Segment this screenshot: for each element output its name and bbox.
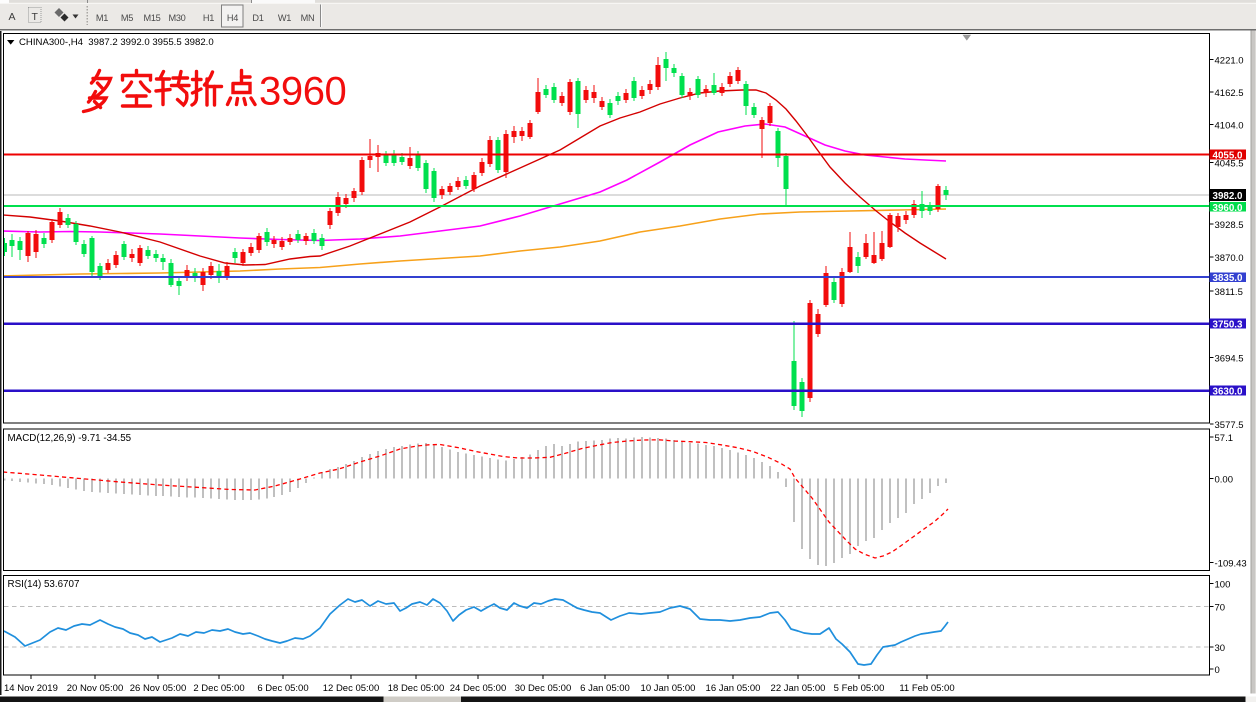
svg-text:H4: H4 <box>227 13 238 23</box>
svg-text:M30: M30 <box>169 13 186 23</box>
svg-text:M15: M15 <box>144 13 161 23</box>
svg-text:M5: M5 <box>121 13 133 23</box>
svg-text:3960.0: 3960.0 <box>1213 203 1244 214</box>
svg-text:T: T <box>31 11 38 23</box>
svg-text:3577.5: 3577.5 <box>1215 420 1244 431</box>
svg-text:3811.5: 3811.5 <box>1215 287 1243 298</box>
svg-text:4045.5: 4045.5 <box>1215 159 1244 170</box>
svg-text:0.00: 0.00 <box>1215 475 1234 486</box>
svg-text:3835.0: 3835.0 <box>1213 273 1244 284</box>
svg-text:3928.5: 3928.5 <box>1215 220 1244 231</box>
svg-text:11 Feb 05:00: 11 Feb 05:00 <box>899 683 954 694</box>
svg-text:24 Dec 05:00: 24 Dec 05:00 <box>450 683 507 694</box>
svg-text:4221.0: 4221.0 <box>1215 56 1244 67</box>
svg-text:6 Dec 05:00: 6 Dec 05:00 <box>257 683 308 694</box>
svg-text:MN: MN <box>301 13 315 23</box>
svg-text:RSI(14) 53.6707: RSI(14) 53.6707 <box>8 579 80 590</box>
svg-text:5 Feb 05:00: 5 Feb 05:00 <box>834 683 885 694</box>
svg-text:30: 30 <box>1215 643 1226 654</box>
svg-text:22 Jan 05:00: 22 Jan 05:00 <box>771 683 826 694</box>
svg-text:MACD(12,26,9) -9.71 -34.55: MACD(12,26,9) -9.71 -34.55 <box>8 433 132 444</box>
svg-text:4104.0: 4104.0 <box>1215 121 1244 132</box>
svg-text:100: 100 <box>1215 580 1231 591</box>
svg-text:10 Jan 05:00: 10 Jan 05:00 <box>641 683 696 694</box>
svg-text:16 Jan 05:00: 16 Jan 05:00 <box>706 683 761 694</box>
svg-text:M1: M1 <box>96 13 108 23</box>
svg-text:A: A <box>8 11 15 23</box>
svg-text:70: 70 <box>1215 603 1226 614</box>
svg-text:3982.0: 3982.0 <box>1213 191 1244 202</box>
svg-text:H1: H1 <box>203 13 214 23</box>
svg-text:3694.5: 3694.5 <box>1215 354 1244 365</box>
svg-text:18 Dec 05:00: 18 Dec 05:00 <box>388 683 445 694</box>
svg-text:2 Dec 05:00: 2 Dec 05:00 <box>193 683 244 694</box>
svg-text:4162.5: 4162.5 <box>1215 88 1244 99</box>
svg-text:3630.0: 3630.0 <box>1213 387 1244 398</box>
svg-text:CHINA300-,H4 3987.2 3992.0 39: CHINA300-,H4 3987.2 3992.0 3955.5 3982.0 <box>19 37 214 48</box>
svg-text:20 Nov 05:00: 20 Nov 05:00 <box>67 683 124 694</box>
svg-text:-109.43: -109.43 <box>1215 559 1247 570</box>
svg-text:12 Dec 05:00: 12 Dec 05:00 <box>323 683 380 694</box>
svg-text:0: 0 <box>1215 665 1220 676</box>
svg-text:D1: D1 <box>252 13 263 23</box>
svg-text:6 Jan 05:00: 6 Jan 05:00 <box>580 683 630 694</box>
svg-text:57.1: 57.1 <box>1215 433 1234 444</box>
svg-text:3750.3: 3750.3 <box>1213 320 1244 331</box>
svg-text:4055.0: 4055.0 <box>1213 151 1244 162</box>
svg-text:3870.0: 3870.0 <box>1215 253 1244 264</box>
svg-text:W1: W1 <box>278 13 291 23</box>
svg-text:3960: 3960 <box>259 70 346 114</box>
svg-text:14 Nov 2019: 14 Nov 2019 <box>4 683 58 694</box>
svg-text:26 Nov 05:00: 26 Nov 05:00 <box>130 683 187 694</box>
svg-text:30 Dec 05:00: 30 Dec 05:00 <box>515 683 572 694</box>
